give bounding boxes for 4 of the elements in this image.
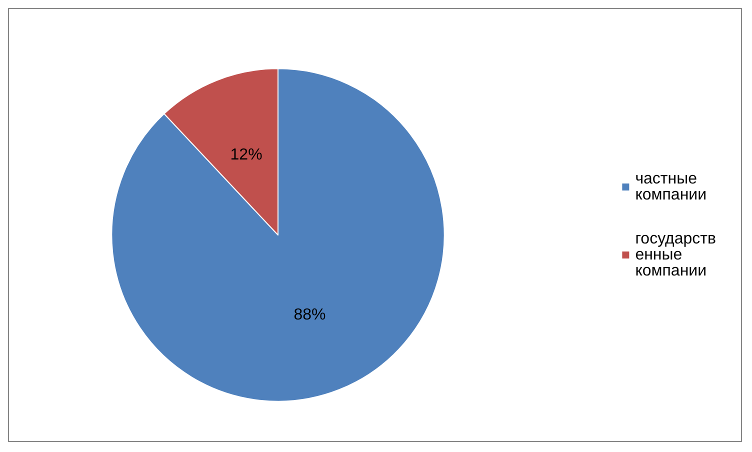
data-label: 88% <box>294 306 326 324</box>
data-label: 12% <box>230 146 262 164</box>
legend-label: государственные компании <box>635 230 716 280</box>
legend-label: частные компании <box>635 170 707 204</box>
